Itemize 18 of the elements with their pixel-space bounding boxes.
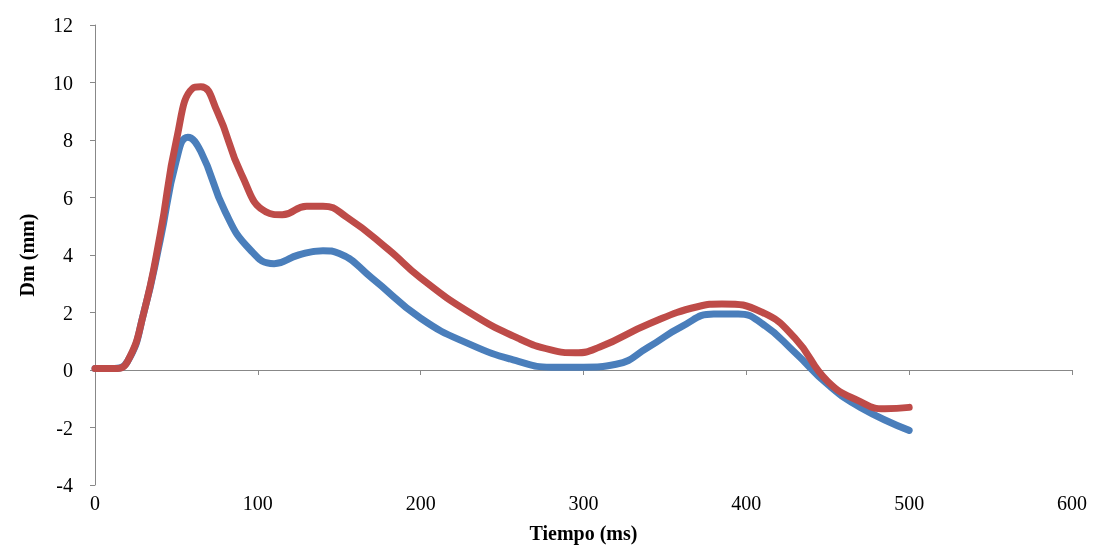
- x-tick-label: 500: [894, 492, 925, 514]
- y-tick-label: 10: [53, 71, 73, 94]
- y-tick-label: -2: [56, 416, 73, 439]
- x-axis-title: Tiempo (ms): [529, 522, 638, 545]
- x-tick-label: 400: [731, 492, 762, 514]
- x-tick-label: 200: [405, 492, 436, 514]
- y-axis-title: Dm (mm): [16, 213, 39, 297]
- y-tick-label: 8: [63, 129, 73, 151]
- x-tick-label: 300: [568, 492, 599, 514]
- x-tick-label: 100: [242, 492, 273, 514]
- y-tick-label: -4: [56, 474, 73, 496]
- y-tick-label: 0: [63, 359, 73, 381]
- x-tick-label: 600: [1057, 492, 1087, 514]
- y-tick-label: 2: [63, 301, 73, 324]
- y-tick-label: 6: [63, 186, 73, 209]
- x-tick-label: 0: [90, 492, 100, 514]
- y-tick-label: 12: [53, 14, 73, 36]
- y-tick-label: 4: [63, 244, 73, 266]
